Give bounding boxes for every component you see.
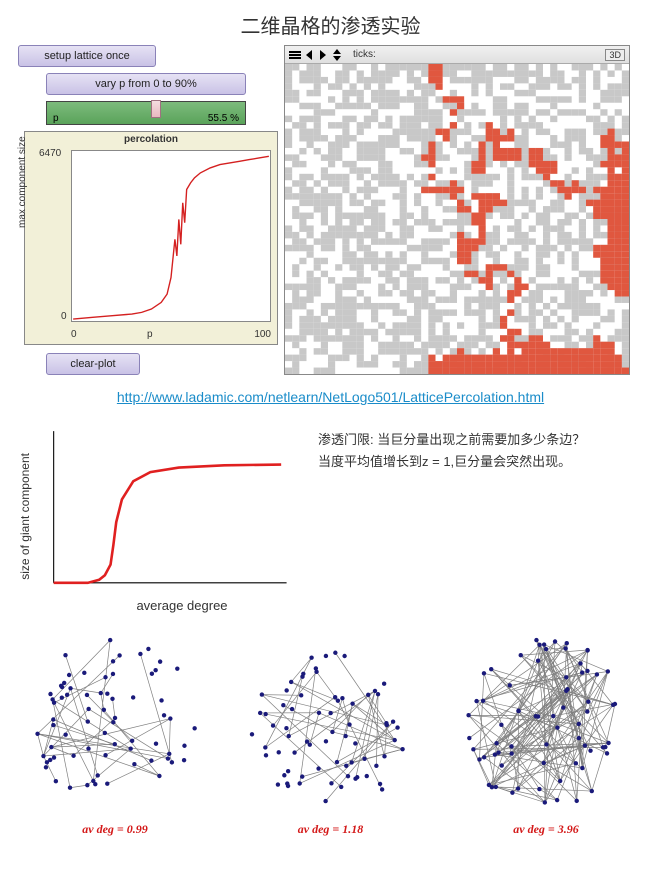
desc-line1: 渗透门限: 当巨分量出现之前需要加多少条边？ (318, 429, 585, 451)
threshold-description: 渗透门限: 当巨分量出现之前需要加多少条边？ 当度平均值增长到z = 1,巨分量… (318, 419, 585, 473)
plot-xmin: 0 (71, 329, 77, 340)
plot-ymin: 0 (61, 311, 67, 322)
threshold-plot: size of giant component average degree (18, 419, 298, 613)
plot-ylabel: max component size (17, 136, 28, 228)
network-caption: av deg = 1.18 (226, 822, 436, 837)
right-icon[interactable] (317, 49, 329, 61)
page-title: 二维晶格的渗透实验 (0, 0, 661, 45)
plot-title: percolation (25, 132, 277, 147)
desc-line2: 当度平均值增长到z = 1,巨分量会突然出现。 (318, 451, 585, 473)
network-caption: av deg = 0.99 (10, 822, 220, 837)
left-icon[interactable] (303, 49, 315, 61)
network-svg (441, 629, 651, 819)
threshold-ylabel: size of giant component (18, 453, 32, 580)
reference-link[interactable]: http://www.ladamic.com/netlearn/NetLogo5… (0, 381, 661, 419)
world-toolbar: ticks: 3D (285, 46, 629, 64)
plot-xlabel: p (147, 329, 153, 340)
slider-thumb[interactable] (151, 100, 161, 118)
updown-icon[interactable] (331, 49, 343, 61)
network-svg (226, 629, 436, 819)
network-3: av deg = 3.96 (441, 629, 651, 837)
lattice-view (285, 64, 629, 374)
netlogo-controls: setup lattice once vary p from 0 to 90% … (18, 45, 276, 381)
plot-xmax: 100 (254, 329, 271, 340)
threshold-svg (32, 419, 292, 595)
network-1: av deg = 0.99 (10, 629, 220, 837)
slider-value: 55.5 % (208, 113, 239, 124)
clear-plot-button[interactable]: clear-plot (46, 353, 140, 375)
stripes-icon[interactable] (289, 49, 301, 61)
network-2: av deg = 1.18 (226, 629, 436, 837)
p-slider[interactable]: p 55.5 % (46, 101, 246, 125)
percolation-plot: percolation max component size 6470 0 0 … (24, 131, 278, 345)
network-row: av deg = 0.99 av deg = 1.18 av deg = 3.9… (0, 613, 661, 837)
threeD-button[interactable]: 3D (605, 49, 625, 61)
setup-button[interactable]: setup lattice once (18, 45, 156, 67)
threshold-xlabel: average degree (32, 598, 292, 613)
network-caption: av deg = 3.96 (441, 822, 651, 837)
plot-svg (71, 150, 271, 322)
network-svg (10, 629, 220, 819)
slider-label: p (53, 113, 59, 124)
ticks-label: ticks: (353, 49, 376, 60)
plot-ymax: 6470 (39, 148, 61, 159)
vary-button[interactable]: vary p from 0 to 90% (46, 73, 246, 95)
world-view: ticks: 3D (284, 45, 630, 375)
